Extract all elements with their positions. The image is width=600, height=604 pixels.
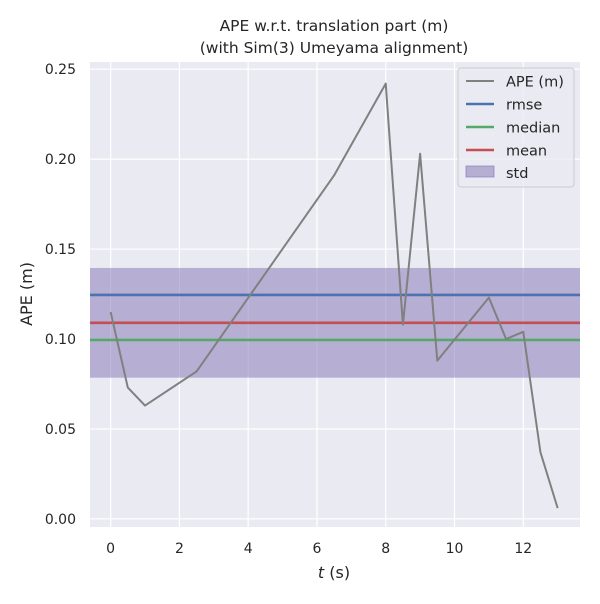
legend-box (457, 67, 575, 188)
y-axis-label: APE (m) (17, 262, 36, 326)
legend-mean-label: mean (506, 144, 547, 160)
x-tick-label: 4 (244, 541, 253, 557)
y-tick-label: 0.05 (45, 422, 76, 438)
y-tick-label: 0.25 (45, 62, 76, 78)
x-axis-label-variable: t (318, 563, 325, 582)
legend-std-swatch (465, 165, 495, 178)
x-tick-label: 12 (514, 541, 532, 557)
x-tick-label: 10 (446, 541, 464, 557)
x-tick-label: 8 (381, 541, 390, 557)
chart-title-line1: APE w.r.t. translation part (m) (220, 17, 449, 35)
y-tick-label: 0.10 (45, 332, 76, 348)
y-tick-label: 0.15 (45, 242, 76, 258)
legend-median-label: median (506, 121, 560, 137)
x-tick-label: 2 (175, 541, 184, 557)
legend: APE (m) rmse median mean std (457, 67, 575, 188)
y-tick-label: 0.20 (45, 152, 76, 168)
x-tick-label: 6 (312, 541, 321, 557)
chart-title-line2: (with Sim(3) Umeyama alignment) (200, 39, 469, 57)
x-axis-label-unit: (s) (324, 563, 350, 582)
ape-series-line (109, 82, 559, 509)
legend-rmse-label: rmse (506, 98, 542, 114)
x-axis-label: t (s) (318, 563, 350, 582)
legend-std-label: std (506, 166, 528, 182)
x-tick-label: 0 (106, 541, 115, 557)
legend-ape-label: APE (m) (506, 75, 564, 91)
y-tick-label: 0.00 (45, 512, 76, 528)
